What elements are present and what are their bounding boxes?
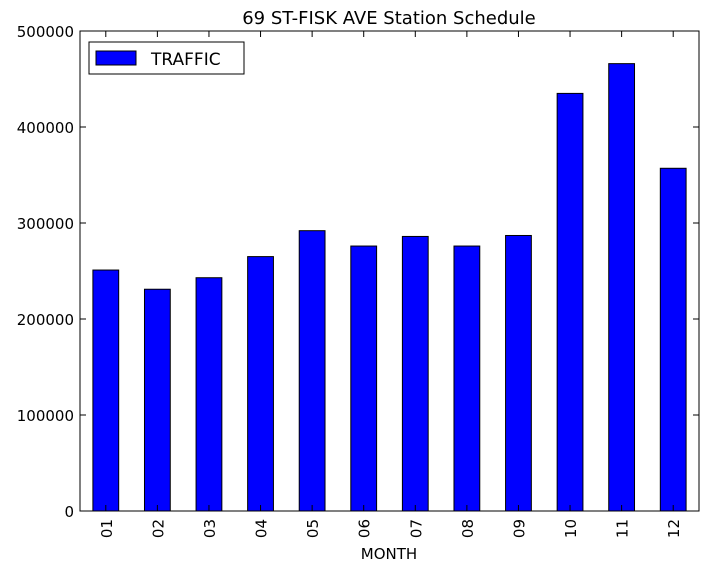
bar-03 — [195, 277, 223, 512]
x-tick-label-03: 03 — [201, 519, 219, 538]
bar-06 — [350, 245, 378, 512]
legend-label-traffic: TRAFFIC — [150, 50, 221, 70]
bar-10 — [556, 92, 584, 512]
x-tick-label-12: 12 — [665, 519, 683, 538]
x-tick-label-04: 04 — [253, 519, 271, 538]
y-tick-label: 100000 — [17, 407, 74, 425]
y-axis: 0 100000 200000 300000 400000 500000 — [17, 23, 699, 521]
bar-09 — [505, 234, 532, 512]
legend: TRAFFIC — [88, 41, 245, 75]
x-tick-label-01: 01 — [98, 519, 116, 538]
bar-05 — [298, 230, 326, 512]
y-tick-label: 400000 — [17, 119, 74, 137]
y-tick-label: 0 — [64, 503, 74, 521]
bar-08 — [453, 245, 481, 512]
bar-04 — [247, 256, 274, 512]
bar-11 — [608, 63, 636, 512]
y-tick-label: 300000 — [17, 215, 74, 233]
plot-frame — [79, 30, 700, 512]
y-tick-label: 500000 — [17, 23, 74, 41]
x-tick-label-05: 05 — [304, 519, 322, 538]
x-axis: 01 02 03 04 05 06 07 08 09 10 11 12 — [98, 31, 683, 538]
bar-12 — [659, 167, 687, 512]
x-tick-label-10: 10 — [562, 519, 580, 538]
x-tick-label-11: 11 — [614, 519, 632, 538]
bar-01 — [92, 269, 120, 512]
bars-group — [92, 63, 687, 512]
x-tick-label-02: 02 — [149, 519, 167, 538]
bar-07 — [401, 235, 429, 512]
x-tick-label-07: 07 — [407, 519, 425, 538]
x-tick-label-06: 06 — [356, 519, 374, 538]
y-tick-label: 200000 — [17, 311, 74, 329]
x-tick-label-08: 08 — [459, 519, 477, 538]
x-axis-label: MONTH — [361, 545, 417, 563]
legend-swatch-traffic — [95, 50, 137, 66]
chart-title: 69 ST-FISK AVE Station Schedule — [242, 8, 536, 29]
x-tick-label-09: 09 — [510, 519, 528, 538]
bar-02 — [143, 288, 171, 512]
plot-area — [79, 30, 700, 512]
